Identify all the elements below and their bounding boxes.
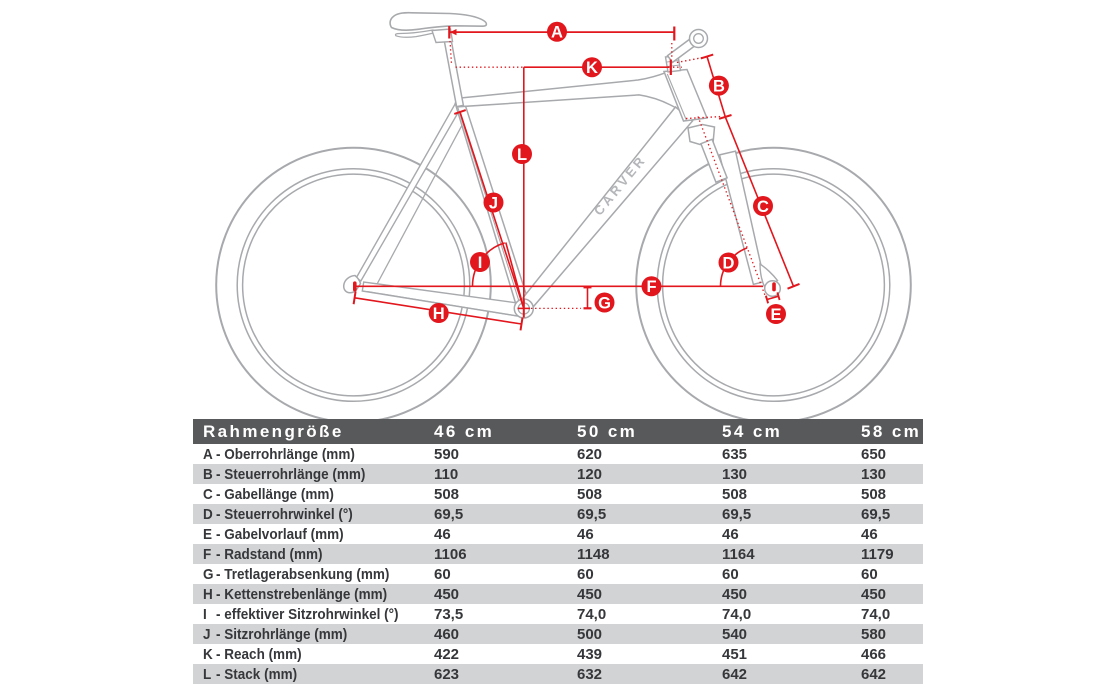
svg-text:CARVER: CARVER: [591, 152, 650, 219]
svg-text:B: B: [713, 77, 725, 95]
svg-text:I: I: [478, 254, 483, 272]
svg-text:F: F: [646, 278, 656, 296]
svg-text:L: L: [517, 146, 527, 164]
svg-text:K: K: [586, 59, 598, 77]
svg-text:H: H: [433, 305, 445, 323]
svg-text:G: G: [598, 294, 611, 312]
svg-text:J: J: [489, 194, 498, 212]
svg-text:A: A: [551, 24, 563, 42]
svg-text:D: D: [723, 254, 735, 272]
svg-text:C: C: [757, 198, 769, 216]
svg-text:E: E: [770, 306, 781, 324]
